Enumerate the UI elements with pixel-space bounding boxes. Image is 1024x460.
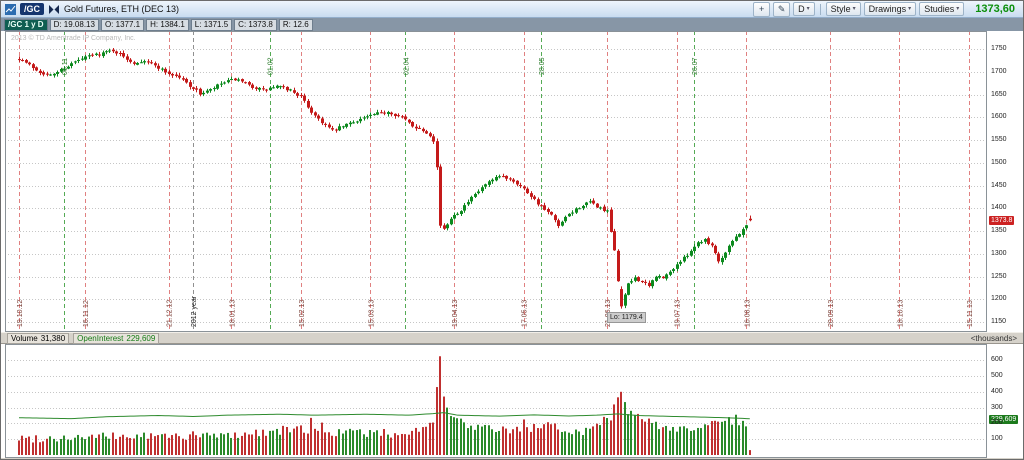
price-axis[interactable]: 1373.8 1750 1700 1650 1600 1550 1500 1450 1400 1…: [989, 31, 1023, 332]
studies-label: Studies: [924, 4, 955, 14]
price-tick-label: 1450: [991, 181, 1007, 189]
open-interest-label: OpenInterest: [77, 333, 124, 343]
instrument-title: Gold Futures, ETH (DEC 13): [64, 4, 180, 14]
symbol-input[interactable]: /GC: [20, 3, 45, 15]
titlebar-tools: + ✎ D ▾ Style ▾ Drawings ▾ Studies ▾ 1373,60: [753, 1, 1019, 17]
price-tick-label: 1750: [991, 45, 1007, 53]
crosshair-tool-icon[interactable]: +: [753, 1, 771, 17]
price-tick-label: 1150: [991, 317, 1007, 325]
price-tick-label: 1300: [991, 249, 1007, 257]
thinkorswim-logo-icon: [48, 4, 60, 14]
style-label: Style: [830, 4, 851, 14]
timeframe-button[interactable]: D ▾: [793, 2, 815, 16]
price-tick-label: 1550: [991, 136, 1007, 144]
price-tick-label: 1200: [991, 295, 1007, 303]
volume-tick-label: 300: [991, 403, 1003, 411]
last-price-tag: 1373.8: [989, 216, 1015, 226]
chevron-down-icon: ▾: [956, 6, 960, 12]
toolbar-divider: [819, 3, 821, 15]
volume-tick-label: 200: [991, 419, 1003, 427]
volume-study-chip[interactable]: Volume 31,380: [7, 332, 70, 344]
volume-tick-label: 500: [991, 372, 1003, 379]
chevron-down-icon: ▾: [806, 6, 810, 12]
price-tick-label: 1700: [991, 67, 1007, 75]
chevron-down-icon: ▾: [908, 6, 912, 12]
timeframe-label: D: [798, 4, 805, 14]
volume-tick-label: 400: [991, 387, 1003, 395]
window-bottom-edge: [1, 458, 1023, 459]
series-chip[interactable]: /GC 1 y D: [4, 18, 48, 31]
open-interest-value: 229,609: [126, 333, 156, 343]
ohlc-field: O: 1377.1: [100, 18, 145, 31]
last-price: 1373,60: [975, 3, 1015, 15]
price-tick-label: 1400: [991, 204, 1007, 212]
drawings-label: Drawings: [868, 4, 907, 14]
chart-app-icon: [5, 3, 16, 15]
chart-header: /GC 1 y D D: 19.08.13 O: 1377.1 H: 1384.1 L…: [1, 18, 1023, 31]
volume-tick-label: 600: [991, 356, 1003, 364]
volume-tick-label: 100: [991, 435, 1003, 443]
volume-region: [5, 344, 987, 458]
titlebar: /GC Gold Futures, ETH (DEC 13) + ✎ D ▾ St…: [1, 1, 1023, 18]
axis-units-label: <thousands>: [970, 333, 1017, 343]
price-tick-label: 1650: [991, 90, 1007, 98]
volume-axis[interactable]: 229,609 600 500 400 300 200 100: [989, 344, 1023, 458]
copyright-watermark: 2013 © TD Ameritrade IP Company, Inc.: [11, 35, 136, 42]
studies-button[interactable]: Studies ▾: [919, 2, 965, 16]
open-interest-study-chip[interactable]: OpenInterest 229,609: [73, 332, 160, 344]
main-chart-canvas[interactable]: [5, 31, 987, 332]
price-tick-label: 1500: [991, 158, 1007, 166]
ohlc-field: R: 12.6: [278, 18, 313, 31]
price-tick-label: 1600: [991, 113, 1007, 121]
low-price-label: Lo: 1179.4: [607, 311, 646, 323]
drawing-tool-icon[interactable]: ✎: [773, 1, 791, 17]
volume-chart-canvas[interactable]: [5, 344, 987, 458]
volume-panel-header: Volume 31,380 OpenInterest 229,609 <thou…: [1, 332, 1023, 344]
ohlc-field: H: 1384.1: [146, 18, 189, 31]
ohlc-field: L: 1371.5: [190, 18, 233, 31]
price-tick-label: 1250: [991, 272, 1007, 280]
ohlc-field: D: 19.08.13: [49, 18, 99, 31]
ohlc-field: C: 1373.8: [234, 18, 277, 31]
chevron-down-icon: ▾: [852, 6, 856, 12]
chart-ohlc-fields: D: 19.08.13 O: 1377.1 H: 1384.1 L: 1371.5 C:…: [49, 18, 313, 31]
style-button[interactable]: Style ▾: [825, 2, 861, 16]
open-interest-badge: 229,609: [989, 414, 1019, 424]
volume-label: Volume: [11, 333, 38, 343]
main-chart-region: 2013 © TD Ameritrade IP Company, Inc. Lo…: [5, 31, 987, 332]
price-tick-label: 1350: [991, 227, 1007, 235]
drawings-button[interactable]: Drawings ▾: [863, 2, 917, 16]
volume-value: 31,380: [40, 333, 66, 343]
